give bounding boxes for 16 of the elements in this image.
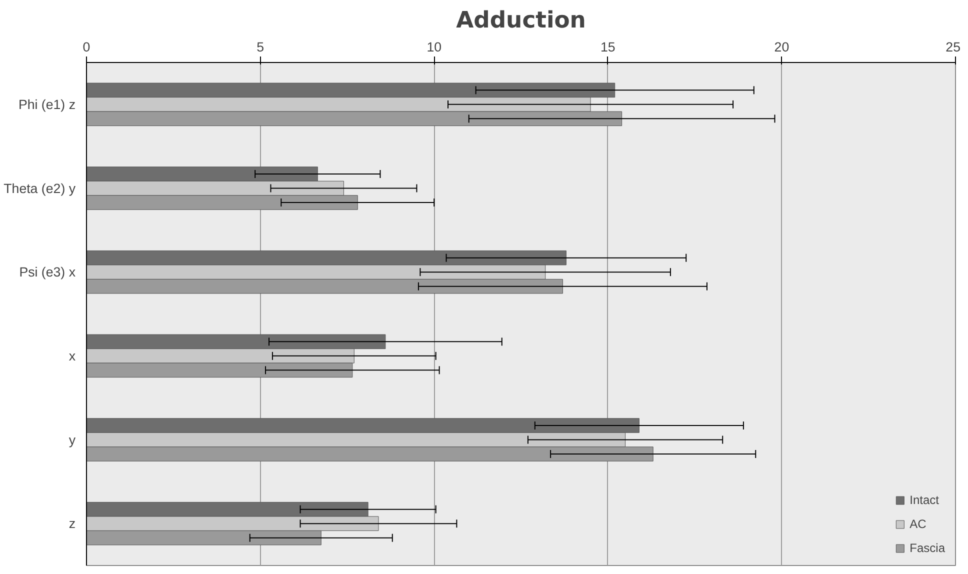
legend-label: Fascia (910, 541, 945, 555)
x-tick-label: 20 (774, 40, 790, 54)
x-tick-label: 0 (82, 40, 90, 54)
y-tick-label: Psi (e3) x (19, 264, 76, 280)
y-tick-label: Phi (e1) z (18, 96, 76, 112)
x-tick-label: 15 (600, 40, 616, 54)
chart-title: Adduction (456, 8, 586, 34)
y-tick-label: y (68, 432, 76, 448)
y-tick-label: Theta (e2) y (4, 180, 76, 196)
legend-label: AC (910, 517, 928, 531)
y-tick-label: z (68, 516, 76, 532)
legend-label: Intact (910, 493, 940, 507)
x-tick-label: 10 (426, 40, 442, 54)
x-tick-label: 25 (946, 40, 961, 54)
x-tick-label: 5 (256, 40, 264, 54)
y-tick-label: x (68, 348, 76, 364)
